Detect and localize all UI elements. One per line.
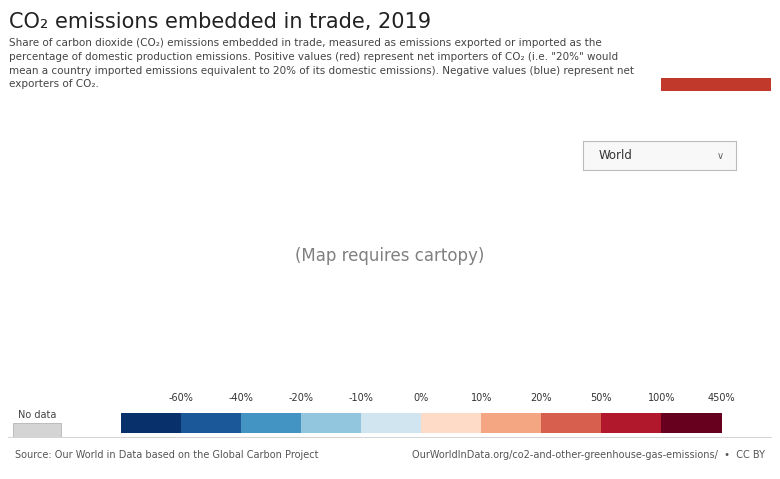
Bar — [541, 413, 601, 433]
Bar — [361, 413, 421, 433]
Bar — [661, 413, 722, 433]
Bar — [241, 413, 301, 433]
Text: 20%: 20% — [530, 393, 552, 403]
Text: 0%: 0% — [413, 393, 429, 403]
Bar — [601, 413, 661, 433]
Text: -40%: -40% — [229, 393, 254, 403]
Text: World: World — [599, 149, 633, 162]
Text: 10%: 10% — [470, 393, 492, 403]
Bar — [661, 78, 771, 91]
Text: 450%: 450% — [707, 393, 736, 403]
Text: Our World
in Data: Our World in Data — [686, 28, 746, 52]
Text: Source: Our World in Data based on the Global Carbon Project: Source: Our World in Data based on the G… — [16, 450, 319, 460]
Text: 100%: 100% — [647, 393, 675, 403]
Text: (Map requires cartopy): (Map requires cartopy) — [296, 247, 484, 265]
Text: CO₂ emissions embedded in trade, 2019: CO₂ emissions embedded in trade, 2019 — [9, 12, 431, 32]
Text: ∨: ∨ — [716, 151, 723, 160]
Bar — [301, 413, 361, 433]
Text: -60%: -60% — [168, 393, 193, 403]
Bar — [421, 413, 481, 433]
Text: 50%: 50% — [590, 393, 612, 403]
Text: No data: No data — [18, 410, 56, 420]
Bar — [481, 413, 541, 433]
Bar — [13, 423, 61, 437]
Bar — [121, 413, 181, 433]
Text: -20%: -20% — [289, 393, 314, 403]
Bar — [181, 413, 241, 433]
Text: Share of carbon dioxide (CO₂) emissions embedded in trade, measured as emissions: Share of carbon dioxide (CO₂) emissions … — [9, 38, 634, 89]
Text: -10%: -10% — [349, 393, 374, 403]
Text: OurWorldInData.org/co2-and-other-greenhouse-gas-emissions/  •  CC BY: OurWorldInData.org/co2-and-other-greenho… — [412, 450, 764, 460]
